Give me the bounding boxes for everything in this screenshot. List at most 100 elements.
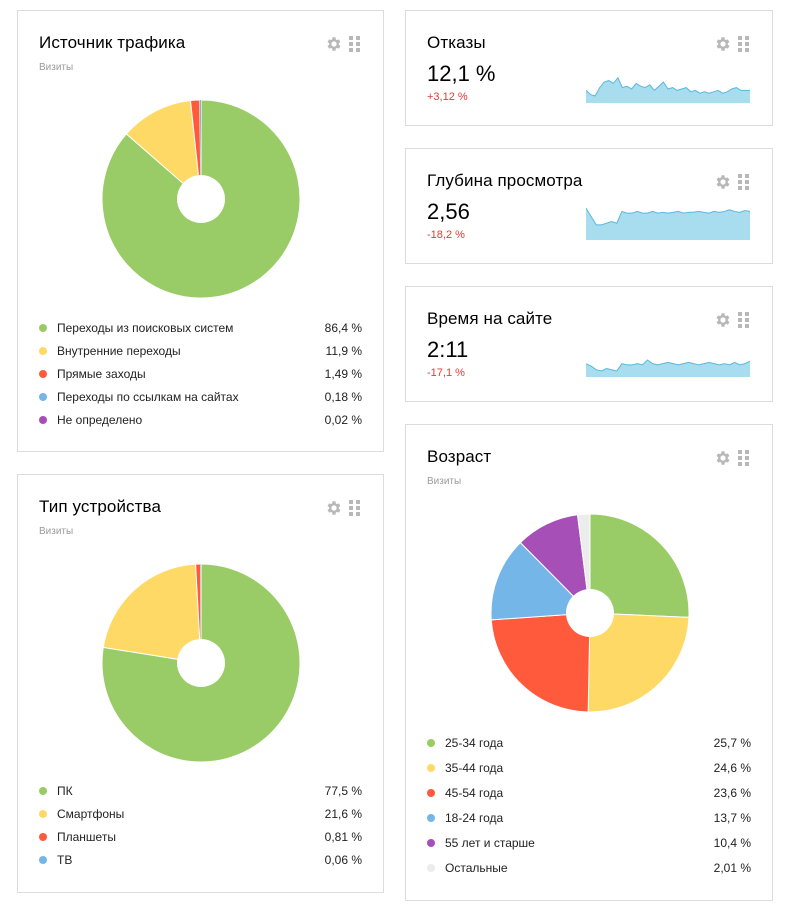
legend-item[interactable]: 18-24 года 13,7 % (427, 805, 751, 830)
legend-item[interactable]: Планшеты 0,81 % (39, 825, 362, 848)
legend-item[interactable]: 35-44 года 24,6 % (427, 755, 751, 780)
sparkline-line (586, 208, 750, 225)
metric-delta: -18,2 % (427, 229, 465, 241)
legend-color-dot (39, 369, 47, 378)
legend-label: Не определено (57, 412, 143, 427)
drag-handle-icon[interactable] (349, 36, 361, 52)
pie-slice[interactable] (490, 541, 592, 621)
legend-value: 25,7 % (713, 735, 751, 750)
legend-label: Планшеты (57, 829, 116, 844)
legend-label: ТВ (57, 852, 73, 867)
pie-slice[interactable] (587, 612, 690, 713)
widget-title: Возраст (427, 447, 492, 466)
legend-item[interactable]: Переходы из поисковых систем 86,4 % (39, 316, 362, 339)
legend-value: 0,02 % (324, 412, 362, 427)
pie-slice[interactable] (189, 99, 202, 200)
widget-title: Отказы (427, 33, 486, 52)
page-depth-widget: Глубина просмотра 2,56 -18,2 % (405, 148, 773, 264)
age-widget: Возраст Визиты 25-34 года 25,7 % 35-44 год… (405, 424, 773, 901)
legend-value: 0,18 % (324, 389, 362, 404)
bounce-rate-widget: Отказы 12,1 % +3,12 % (405, 10, 773, 126)
legend-value: 1,49 % (324, 366, 362, 381)
metric-delta: +3,12 % (427, 91, 468, 103)
pie-slice[interactable] (576, 513, 591, 614)
age-legend: 25-34 года 25,7 % 35-44 года 24,6 % 45-54 го… (427, 730, 751, 880)
legend-color-dot (427, 838, 435, 847)
widget-tools (325, 35, 361, 53)
device-type-widget: Тип устройства Визиты ПК 77,5 % Смартфоны 2… (17, 474, 384, 893)
donut-hole (566, 589, 614, 637)
legend-label: ПК (57, 783, 73, 798)
legend-value: 2,01 % (713, 860, 751, 875)
legend-label: Переходы из поисковых систем (57, 320, 234, 335)
legend-item[interactable]: 55 лет и старше 10,4 % (427, 830, 751, 855)
legend-label: Внутренние переходы (57, 343, 181, 358)
pie-slice[interactable] (102, 563, 202, 664)
legend-value: 86,4 % (324, 320, 362, 335)
legend-item[interactable]: Переходы по ссылкам на сайтах 0,18 % (39, 385, 362, 408)
gear-icon[interactable] (714, 449, 732, 467)
legend-value: 10,4 % (713, 835, 751, 850)
widget-tools (714, 449, 750, 467)
legend-color-dot (427, 738, 435, 747)
legend-value: 24,6 % (713, 760, 751, 775)
pie-slice[interactable] (589, 513, 690, 618)
traffic-legend: Переходы из поисковых систем 86,4 % Внутре… (39, 316, 362, 431)
widget-tools (714, 173, 750, 191)
metric-value: 2,56 (427, 199, 470, 224)
legend-label: 55 лет и старше (445, 835, 535, 850)
pie-slice[interactable] (195, 563, 202, 664)
gear-icon[interactable] (714, 311, 732, 329)
legend-item[interactable]: 25-34 года 25,7 % (427, 730, 751, 755)
depth-sparkline (586, 204, 750, 240)
legend-color-dot (39, 809, 47, 818)
legend-value: 13,7 % (713, 810, 751, 825)
metric-delta: -17,1 % (427, 367, 465, 379)
widget-title: Время на сайте (427, 309, 553, 328)
sparkline-line (586, 360, 750, 371)
legend-item[interactable]: Внутренние переходы 11,9 % (39, 339, 362, 362)
legend-color-dot (39, 786, 47, 795)
legend-item[interactable]: Не определено 0,02 % (39, 408, 362, 431)
legend-item[interactable]: Остальные 2,01 % (427, 855, 751, 880)
sparkline-line (586, 78, 750, 96)
legend-label: Переходы по ссылкам на сайтах (57, 389, 239, 404)
legend-value: 21,6 % (324, 806, 362, 821)
legend-item[interactable]: Смартфоны 21,6 % (39, 802, 362, 825)
sparkline-area (586, 360, 750, 377)
legend-label: Прямые заходы (57, 366, 146, 381)
pie-slice[interactable] (490, 612, 591, 713)
gear-icon[interactable] (714, 173, 732, 191)
pie-slice[interactable] (125, 100, 202, 201)
age-pie-chart (490, 513, 690, 713)
widget-subtitle: Визиты (39, 526, 74, 537)
donut-hole (177, 639, 225, 687)
legend-color-dot (427, 763, 435, 772)
legend-label: 35-44 года (445, 760, 504, 775)
widget-subtitle: Визиты (39, 62, 74, 73)
legend-item[interactable]: 45-54 года 23,6 % (427, 780, 751, 805)
legend-color-dot (39, 832, 47, 841)
pie-slice[interactable] (199, 100, 201, 199)
sparkline-area (586, 208, 750, 240)
drag-handle-icon[interactable] (349, 500, 361, 516)
legend-item[interactable]: Прямые заходы 1,49 % (39, 362, 362, 385)
legend-color-dot (39, 323, 47, 332)
drag-handle-icon[interactable] (738, 174, 750, 190)
legend-value: 0,06 % (324, 852, 362, 867)
legend-item[interactable]: ПК 77,5 % (39, 779, 362, 802)
gear-icon[interactable] (714, 35, 732, 53)
legend-item[interactable]: ТВ 0,06 % (39, 848, 362, 871)
gear-icon[interactable] (325, 499, 343, 517)
widget-title: Глубина просмотра (427, 171, 583, 190)
drag-handle-icon[interactable] (738, 36, 750, 52)
legend-value: 77,5 % (324, 783, 362, 798)
legend-label: Остальные (445, 860, 508, 875)
drag-handle-icon[interactable] (738, 450, 750, 466)
widget-subtitle: Визиты (427, 476, 462, 487)
legend-label: 18-24 года (445, 810, 504, 825)
widget-title: Тип устройства (39, 497, 162, 516)
legend-label: 25-34 года (445, 735, 504, 750)
drag-handle-icon[interactable] (738, 312, 750, 328)
gear-icon[interactable] (325, 35, 343, 53)
